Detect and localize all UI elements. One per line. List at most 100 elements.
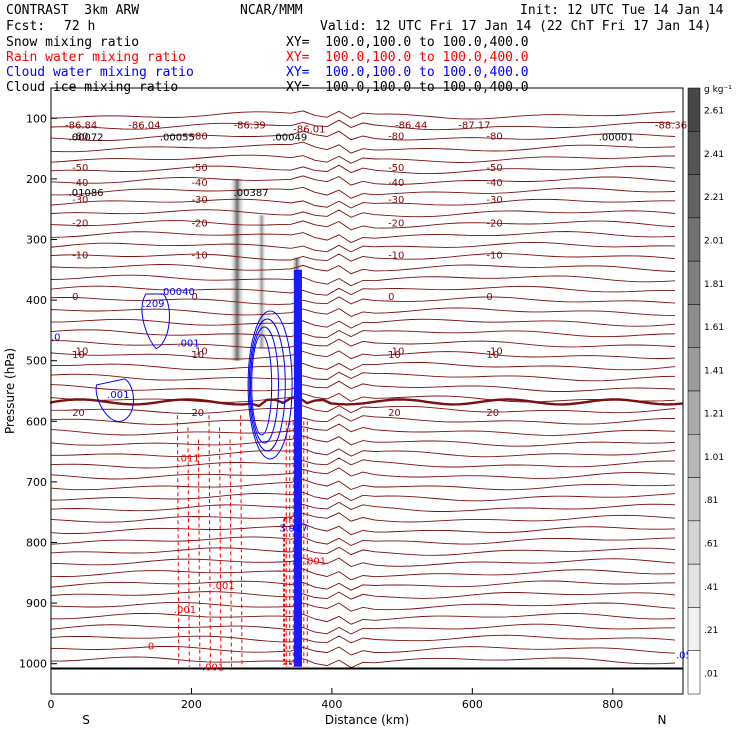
colorbar-label: 1.81 (704, 280, 724, 290)
isotherm-line (50, 501, 676, 512)
isotherm-line (50, 329, 676, 339)
contour-label: -88.36 (655, 120, 687, 131)
isotherm-line (50, 435, 676, 447)
isotherm-label: 20 (191, 408, 204, 419)
y-tick-label: 700 (26, 476, 47, 489)
isotherm-label: 10 (72, 350, 85, 361)
cloud-water-contour (141, 293, 170, 350)
isotherm-label: -80 (486, 131, 502, 142)
cloud-water-contour (249, 326, 279, 444)
colorbar-swatch (687, 477, 701, 522)
contour-label: -86.84 (65, 120, 97, 131)
colorbar-swatch (687, 607, 701, 651)
colorbar-label: .81 (704, 496, 718, 506)
colorbar-label: 1.61 (704, 323, 724, 333)
isotherm-line (50, 536, 676, 547)
contour-label: -86.01 (293, 125, 325, 136)
legend-rain-xy: XY= 100.0,100.0 to 100.0,400.0 (286, 50, 529, 65)
contour-label: .00055 (160, 132, 195, 143)
isotherm-line (50, 414, 676, 425)
isotherm-line (50, 645, 676, 656)
y-tick-label: 200 (26, 173, 47, 186)
isotherm-label: 10 (191, 350, 204, 361)
cloud-water-contour (248, 318, 286, 452)
contour-label: .05 (676, 651, 692, 662)
isotherm-label: 0 (486, 292, 492, 303)
x-tick-label: 800 (602, 698, 623, 711)
isotherm-line (50, 546, 676, 556)
y-tick-label: 600 (26, 415, 47, 428)
fcst-label: Fcst: (6, 19, 46, 34)
contour-label: .001 (107, 390, 129, 401)
isotherm-label: -20 (486, 219, 502, 230)
colorbar-label: .41 (704, 583, 718, 593)
isotherm-line (50, 478, 676, 491)
isotherm-line (50, 119, 676, 131)
fcst-value: 72 h (64, 19, 96, 34)
isotherm-line (50, 296, 676, 305)
isotherm-line (50, 285, 675, 296)
isotherm-line (50, 198, 675, 209)
y-tick-label: 300 (26, 234, 47, 247)
isotherm-label: -10 (191, 251, 207, 262)
isotherm-line (50, 405, 676, 414)
isotherm-line (50, 380, 676, 392)
contour-label: .001 (213, 581, 235, 592)
isotherm-line (50, 457, 676, 469)
isotherm-label: -10 (191, 346, 207, 357)
isotherm-line (50, 656, 676, 669)
rain-contour (208, 415, 211, 667)
contour-label: .00001 (599, 132, 634, 143)
isotherm-line (50, 512, 676, 523)
title-center: NCAR/MMM (240, 3, 303, 18)
isotherm-label: -50 (191, 163, 207, 174)
isotherm-line (50, 580, 676, 591)
contour-label: .00072 (69, 132, 104, 143)
contour-label: .001 (177, 339, 199, 350)
isotherm-label: -30 (72, 195, 88, 206)
colorbar-swatch (687, 650, 701, 695)
contour-label: .00040 (160, 287, 195, 298)
colorbar-swatch (687, 260, 701, 305)
isotherm-line (50, 318, 676, 329)
isotherm-label: 0 (191, 292, 197, 303)
rain-contour (240, 415, 243, 667)
legend-rain-label: Rain water mixing ratio (6, 50, 187, 65)
isotherm-label: 20 (388, 408, 401, 419)
legend-cloud-water-label: Cloud water mixing ratio (6, 65, 194, 80)
colorbar-unit: g kg⁻¹ (704, 85, 732, 95)
isotherm-label: 0 (388, 292, 394, 303)
isotherm-label: -50 (388, 163, 404, 174)
contour-label: .0 (51, 332, 61, 343)
valid-time: Valid: 12 UTC Fri 17 Jan 14 (22 ChT Fri … (320, 19, 712, 34)
isotherm-line (50, 467, 676, 480)
contour-label: 3.917 (279, 523, 308, 534)
isotherm-label: -20 (191, 219, 207, 230)
contour-label: .001 (174, 605, 196, 616)
isotherm-label: 20 (486, 408, 499, 419)
isotherm-label: -40 (486, 178, 502, 189)
isotherm-label: -10 (72, 346, 88, 357)
contour-label: .00049 (272, 132, 307, 143)
isotherm-line (50, 392, 676, 403)
colorbar-swatch (687, 217, 701, 262)
contour-label: -86.04 (128, 120, 160, 131)
rain-contour (197, 439, 201, 667)
colorbar-label: 2.61 (704, 107, 724, 117)
isotherm-label: 20 (72, 408, 85, 419)
isotherm-label: -40 (191, 178, 207, 189)
colorbar-label: 1.41 (704, 366, 724, 376)
isotherm-line (50, 491, 676, 502)
isotherm-label: -80 (72, 131, 88, 142)
isotherm-line (50, 523, 676, 536)
y-tick-label: 1000 (19, 658, 47, 671)
isotherm-line (50, 612, 676, 625)
isotherm-label: -10 (486, 346, 502, 357)
isotherm-line (50, 568, 676, 581)
colorbar-label: 2.01 (704, 237, 724, 247)
cloud-water-column (293, 269, 302, 667)
isotherm-label: -80 (191, 131, 207, 142)
legend-cloud-water-xy: XY= 100.0,100.0 to 100.0,400.0 (286, 65, 529, 80)
contour-label: -86.44 (395, 120, 427, 131)
contour-label: .001 (304, 557, 326, 568)
